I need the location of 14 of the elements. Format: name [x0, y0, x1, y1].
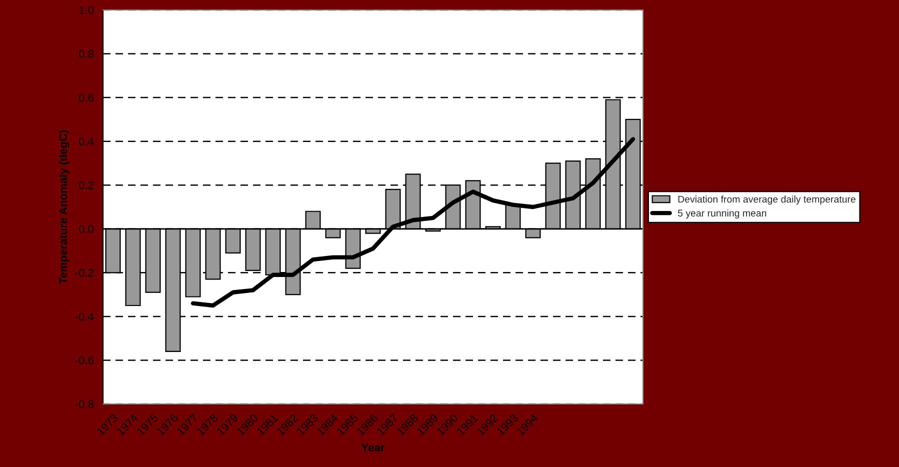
y-tick-label: -0.2	[75, 268, 94, 277]
y-tick-label: 0.0	[78, 225, 94, 234]
y-tick-label: -0.6	[75, 356, 94, 364]
legend-label: Deviation from average daily temperature	[678, 196, 856, 205]
y-tick-label: 0.8	[78, 50, 94, 58]
legend-label: 5 year running mean	[678, 209, 766, 218]
y-axis-title: Temperature Anomaly (degC)	[58, 130, 70, 284]
y-tick-label: 0.2	[78, 181, 94, 190]
y-tick-label: -0.4	[75, 312, 94, 321]
y-tick-label: 1.0	[79, 6, 94, 14]
y-tick-label: 0.6	[78, 94, 94, 102]
y-tick-label: 0.4	[78, 138, 94, 146]
x-axis-title: Year	[361, 444, 385, 452]
y-tick-label: -0.8	[75, 400, 94, 408]
